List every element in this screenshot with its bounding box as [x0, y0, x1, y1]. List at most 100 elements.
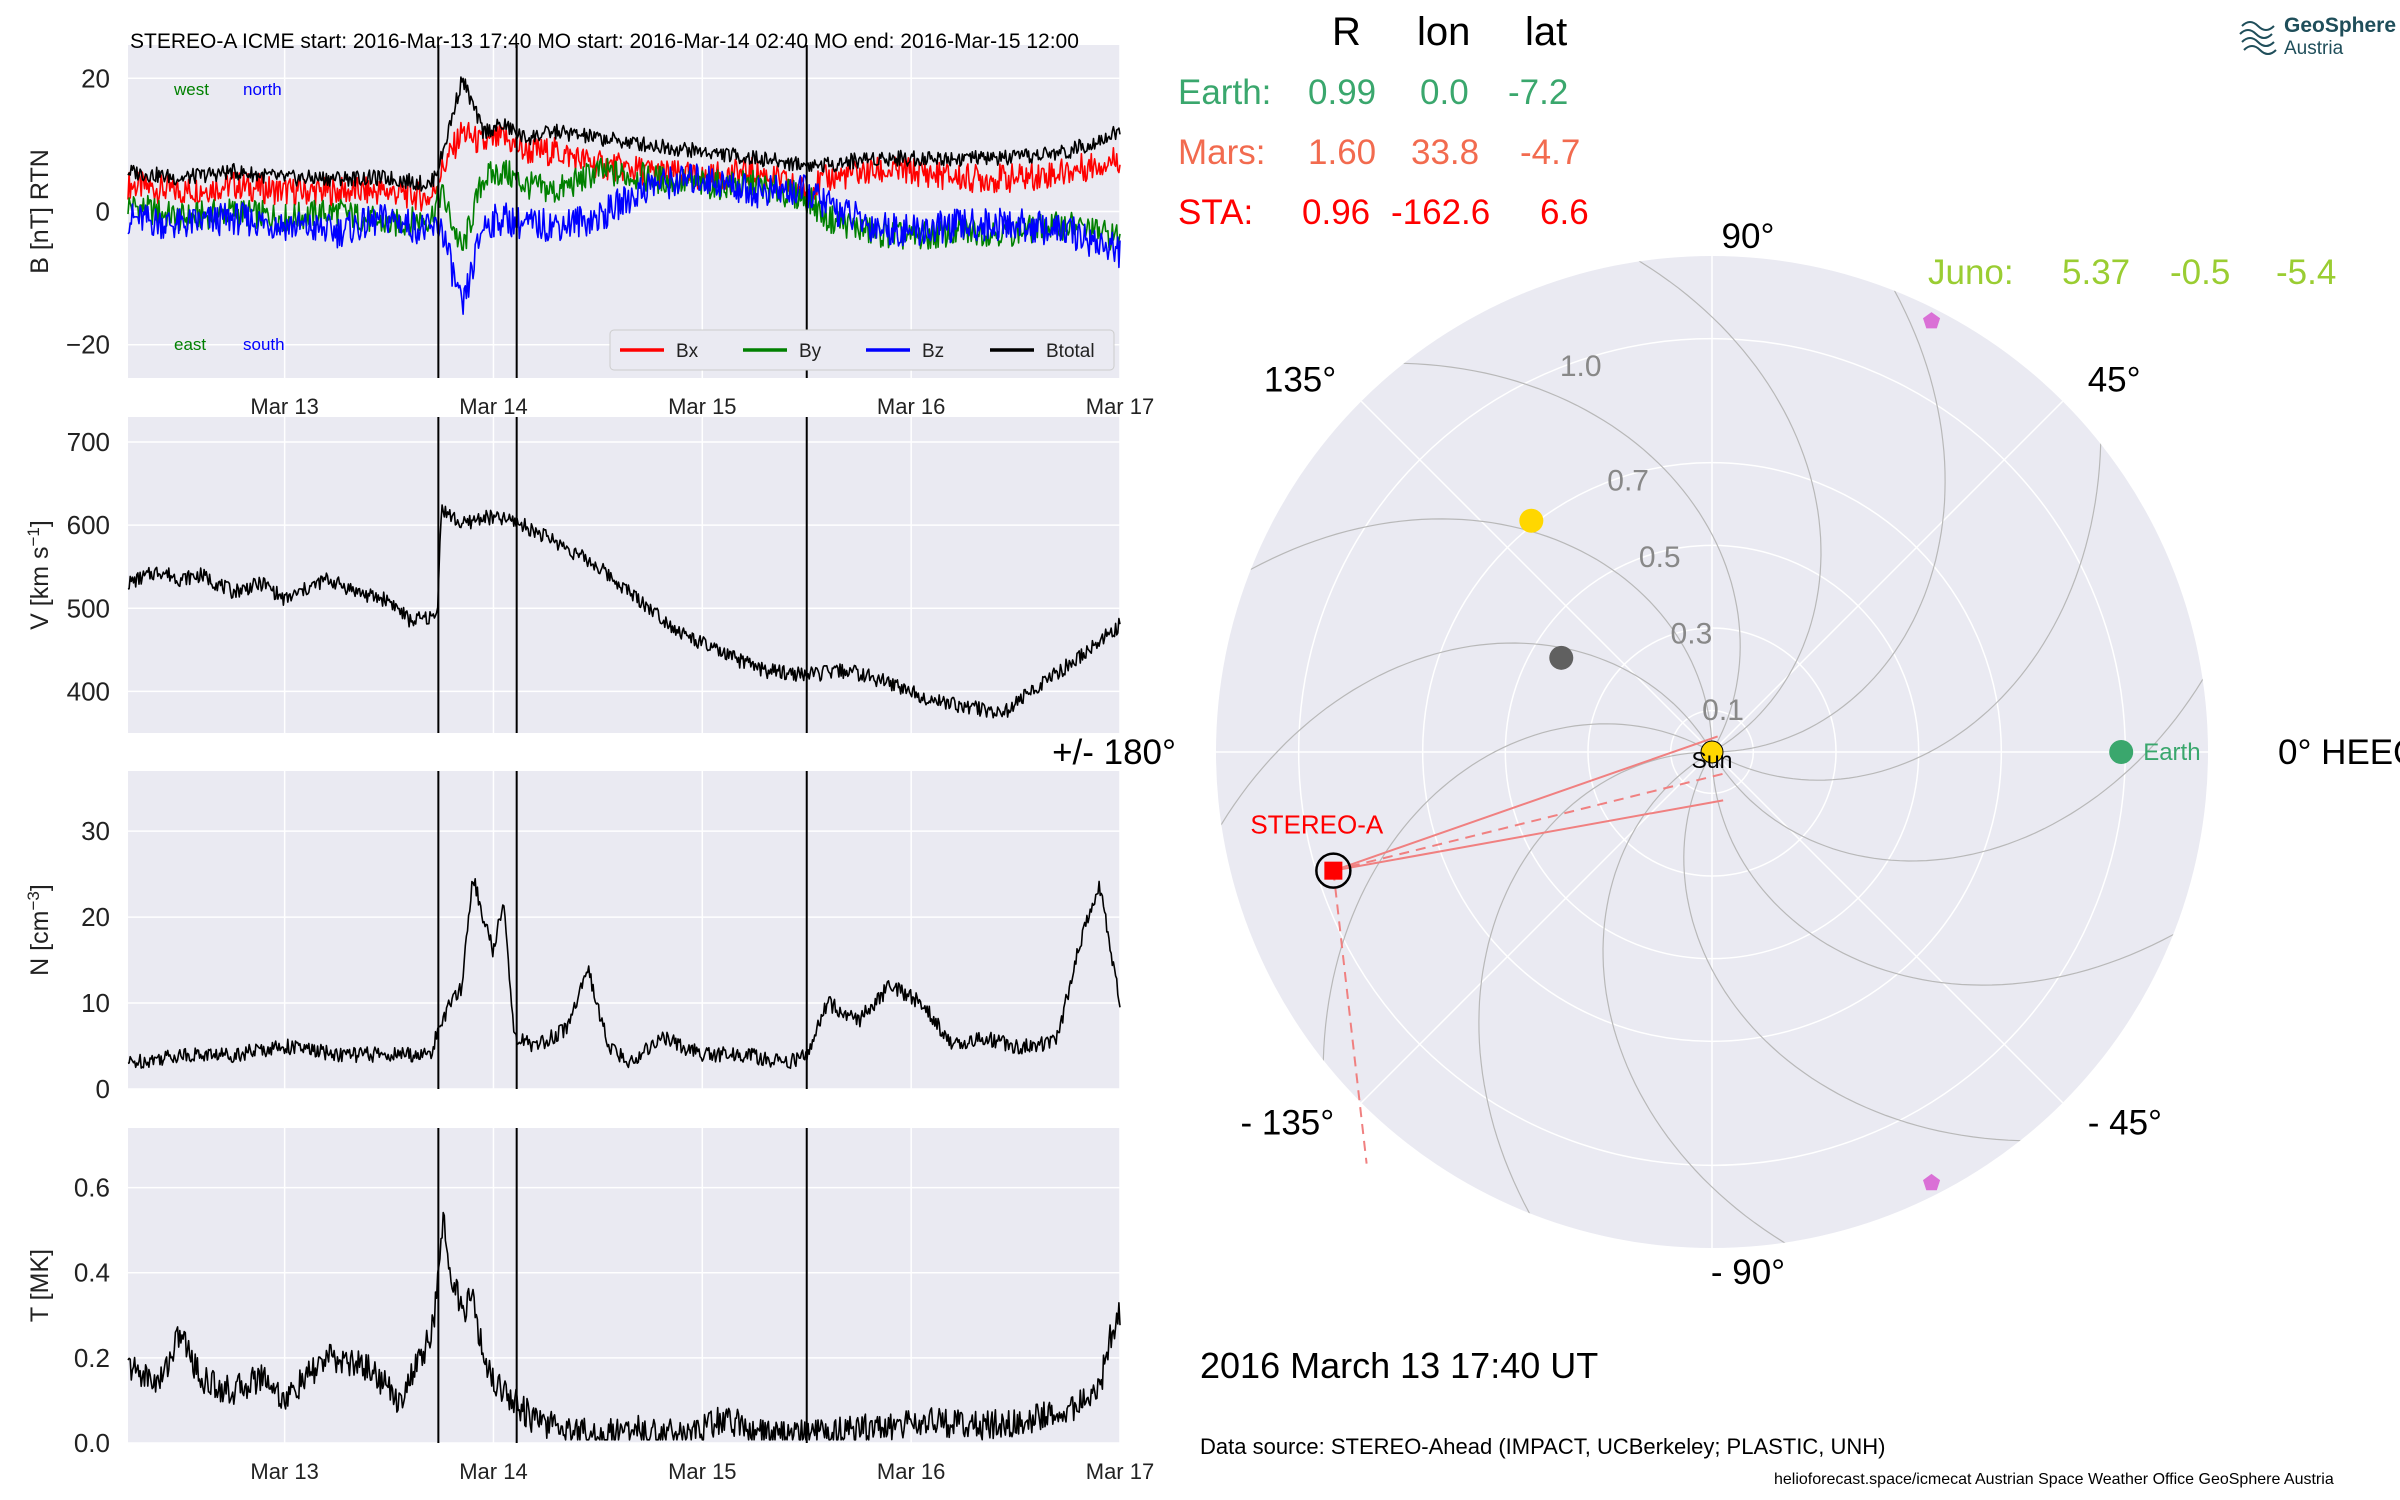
y-axis-label: B [nT] RTN [26, 149, 54, 274]
legend-label-btotal: Btotal [1046, 341, 1095, 362]
sta-label: STA: [1178, 193, 1254, 232]
series-trace [127, 1211, 1121, 1441]
theta-label-m45: - 45° [2088, 1104, 2162, 1143]
y-axis-label: T [MK] [26, 1249, 54, 1322]
stereo-a-label: STEREO-A [1250, 810, 1384, 840]
corner-label-north: north [243, 80, 282, 99]
y-tick-label: −20 [66, 330, 110, 360]
earth-lon: 0.0 [1420, 73, 1469, 112]
panel-background [128, 771, 1120, 1089]
sta-lat: 6.6 [1540, 193, 1589, 232]
parker-spirals [1216, 256, 2208, 1248]
panel-4: 0.0 0.2 0.4 0.6 Mar 13 Mar 14 Mar 15 Mar 16 Mar … [26, 1128, 1154, 1484]
panel-background [128, 417, 1120, 733]
col-lat: lat [1525, 10, 1568, 54]
r-tick-label: 0.1 [1702, 694, 1744, 727]
radius-gridline [1421, 461, 2003, 1043]
legend: Bx By Bz Btotal [609, 329, 1115, 371]
spiral-line [1445, 256, 1822, 753]
y-tick-label: 30 [81, 816, 110, 846]
series-trace [127, 878, 1121, 1070]
series-trace [127, 504, 1121, 719]
legend-label-bx: Bx [676, 341, 699, 362]
corner-label-west: west [173, 80, 209, 99]
r-tick-label: 0.5 [1639, 541, 1681, 574]
x-tick-label: Mar 13 [250, 394, 318, 419]
theta-label-0: 0° HEEQ [2278, 733, 2400, 772]
footer-credits: helioforecast.space/icmecat Austrian Spa… [1774, 1471, 2334, 1488]
spiral-line [1602, 751, 1979, 1248]
series-bx [127, 121, 1121, 212]
y-tick-label: 0 [96, 1074, 110, 1104]
x-tick-label: Mar 15 [668, 394, 736, 419]
x-tick-label: Mar 17 [1086, 1459, 1154, 1484]
spiral-line [1711, 485, 2208, 862]
y-tick-label: 0.4 [74, 1258, 110, 1288]
radius-gridline [1587, 627, 1837, 877]
sta-view-line-1 [1333, 735, 1718, 872]
sta-lon: -162.6 [1391, 193, 1491, 232]
grey-body-marker [1549, 645, 1574, 670]
sun-marker [1700, 740, 1724, 764]
pink-upper-marker [1923, 312, 1941, 329]
theta-label-m135: - 135° [1240, 1104, 1334, 1143]
y-tick-label: 500 [67, 593, 110, 623]
logo-line1: GeoSphere [2284, 14, 2397, 37]
y-tick-label: 700 [67, 427, 110, 457]
sun-label: Sun [1692, 747, 1733, 773]
y-tick-label: 20 [81, 902, 110, 932]
juno-label: Juno: [1928, 253, 2014, 292]
theta-label-135: 135° [1264, 360, 1336, 399]
y-tick-label: 0.0 [74, 1428, 110, 1458]
juno-r: 5.37 [2062, 253, 2131, 292]
y-tick-label: 0.6 [74, 1173, 110, 1203]
series-bz [127, 163, 1121, 315]
spiral-line [1216, 642, 1713, 1019]
r-tick-label: 0.7 [1607, 465, 1649, 498]
plot-header: STEREO-A ICME start: 2016-Mar-13 17:40 M… [130, 30, 1079, 53]
x-tick-label: Mar 14 [459, 1459, 527, 1484]
earth-label: Earth [2143, 739, 2200, 766]
y-tick-label: 0.2 [74, 1343, 110, 1373]
yellow-body-marker [1519, 508, 1544, 533]
mars-lon: 33.8 [1411, 133, 1480, 172]
x-tick-label: Mar 17 [1086, 394, 1154, 419]
earth-lat: -7.2 [1508, 73, 1569, 112]
sta-r: 0.96 [1302, 193, 1371, 232]
corner-label-east: east [174, 335, 206, 354]
theta-label-90: 90° [1722, 217, 1775, 256]
legend-label-bz: Bz [922, 341, 944, 362]
mars-label: Mars: [1178, 133, 1266, 172]
y-tick-label: 20 [81, 63, 110, 93]
radius-gridline [1504, 544, 1920, 960]
corner-label-south: south [243, 335, 285, 354]
stereo-a-marker [1324, 861, 1343, 880]
y-tick-label: 400 [67, 676, 110, 706]
logo-line2: Austria [2284, 38, 2344, 59]
panel-1: −20 0 20 Mar 13 Mar 14 Mar 15 Mar 16 Mar 17 B [n… [26, 45, 1154, 419]
earth-label: Earth: [1178, 73, 1272, 112]
theta-label-45: 45° [2088, 360, 2141, 399]
x-tick-label: Mar 15 [668, 1459, 736, 1484]
pink-lower-marker [1923, 1173, 1941, 1191]
col-lon: lon [1417, 10, 1471, 54]
series-btotal [127, 76, 1121, 192]
stereo-a-ring [1315, 852, 1352, 889]
juno-lon: -0.5 [2170, 253, 2231, 292]
time-series-panels: −20 0 20 Mar 13 Mar 14 Mar 15 Mar 16 Mar 17 B [n… [24, 45, 1154, 1484]
r-tick-label: 0.3 [1671, 617, 1713, 650]
data-source: Data source: STEREO-Ahead (IMPACT, UCBer… [1200, 1434, 1886, 1459]
legend-label-by: By [799, 341, 822, 362]
legend-box [609, 329, 1115, 371]
y-tick-label: 0 [96, 197, 110, 227]
r-tick-label: 1.0 [1560, 350, 1602, 383]
x-tick-label: Mar 13 [250, 1459, 318, 1484]
juno-lat: -5.4 [2276, 253, 2337, 292]
x-tick-label: Mar 14 [459, 394, 527, 419]
y-tick-label: 10 [81, 988, 110, 1018]
geosphere-logo-icon [2239, 21, 2277, 55]
mars-r: 1.60 [1308, 133, 1377, 172]
